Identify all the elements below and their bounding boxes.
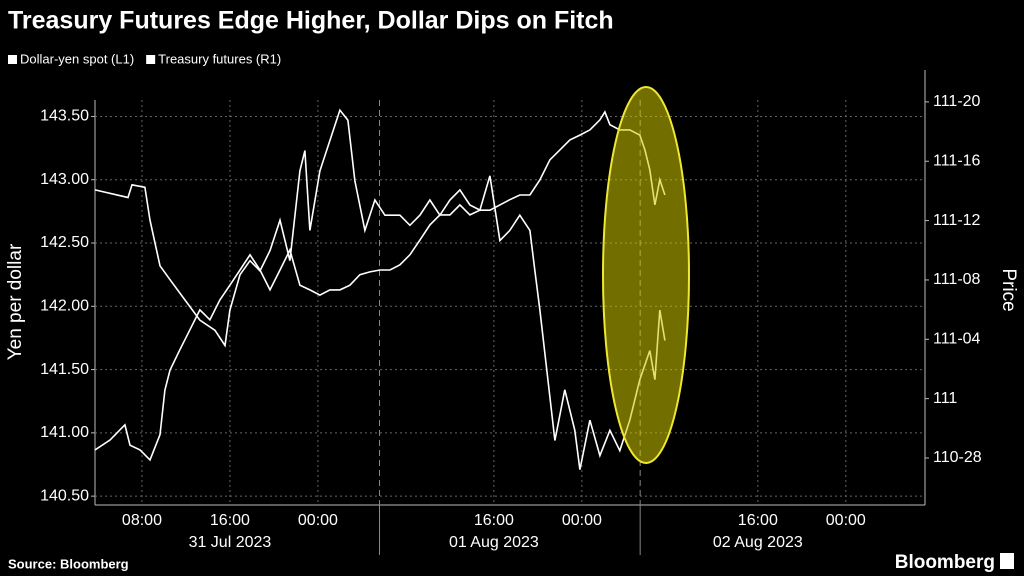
x-tick-label: 00:00 — [298, 512, 338, 529]
y-tick-label: 141.00 — [40, 424, 89, 441]
series-line — [94, 110, 666, 462]
chart-title: Treasury Futures Edge Higher, Dollar Dip… — [8, 7, 614, 35]
legend-label: Treasury futures (R1) — [158, 51, 281, 66]
highlight-ellipse — [602, 86, 690, 464]
brand: Bloomberg — [895, 552, 995, 573]
x-date-label: 02 Aug 2023 — [713, 534, 803, 551]
x-date-label: 31 Jul 2023 — [189, 534, 272, 551]
x-tick-label: 08:00 — [122, 512, 162, 529]
series-line — [94, 108, 666, 470]
x-date-label: 01 Aug 2023 — [449, 534, 539, 551]
x-tick-label: 16:00 — [738, 512, 778, 529]
y2-tick-label: 111-20 — [933, 93, 981, 110]
y2-axis-title: Price — [998, 268, 1019, 311]
legend-swatch — [146, 55, 156, 64]
y2-tick-label: 111-12 — [933, 212, 981, 229]
y-tick-label: 143.50 — [40, 108, 89, 125]
legend-label: Dollar-yen spot (L1) — [20, 51, 134, 66]
source: Source: Bloomberg — [8, 556, 129, 571]
y-tick-label: 143.00 — [40, 171, 89, 188]
y2-tick-label: 111-08 — [933, 271, 981, 288]
y2-tick-label: 111 — [933, 390, 957, 407]
y-tick-label: 141.50 — [40, 361, 89, 378]
legend-swatch — [8, 55, 17, 64]
y-axis-title: Yen per dollar — [5, 243, 26, 360]
plot-layer: 140.50 141.00 141.50 142.00 142.50 143.00 143.… — [40, 93, 982, 555]
y-tick-label: 142.50 — [40, 234, 89, 251]
x-tick-label: 16:00 — [210, 512, 250, 529]
y-tick-label: 140.50 — [40, 487, 89, 504]
brand-icon — [1000, 553, 1014, 569]
y2-tick-label: 111-04 — [933, 331, 981, 348]
y-tick-label: 142.00 — [40, 298, 89, 315]
x-tick-label: 00:00 — [826, 512, 866, 529]
y2-tick-label: 110-28 — [933, 449, 982, 466]
x-tick-label: 16:00 — [474, 512, 514, 529]
y2-tick-label: 111-16 — [933, 152, 981, 169]
x-tick-label: 00:00 — [562, 512, 602, 529]
